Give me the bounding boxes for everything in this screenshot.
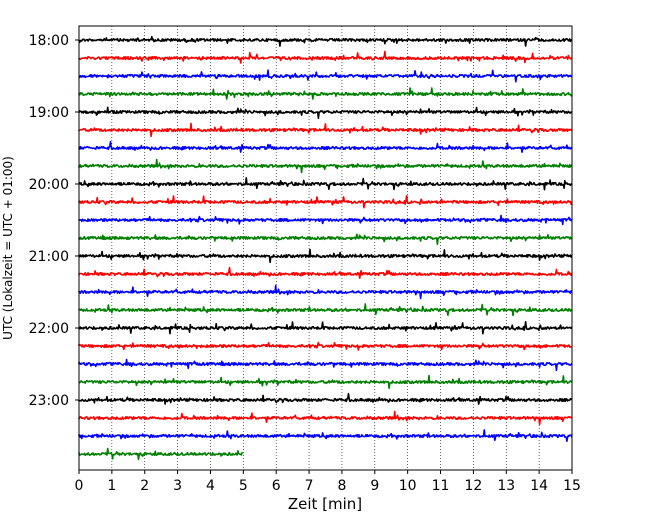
seismic-traces: [78, 35, 573, 461]
trace-line: [78, 177, 573, 191]
x-tick-label: 1: [107, 478, 116, 494]
trace-line: [78, 303, 573, 317]
trace-line: [78, 214, 573, 226]
trace-line: [78, 233, 573, 246]
trace-line: [78, 50, 573, 64]
trace-line: [78, 410, 573, 426]
x-tick-label: 6: [272, 478, 281, 494]
trace-line: [78, 248, 573, 264]
x-tick-label: 3: [173, 478, 182, 494]
trace-line: [78, 69, 572, 83]
vertical-grid: [111, 26, 540, 470]
y-tick-label: 21:00: [29, 249, 69, 265]
trace-line: [78, 429, 573, 442]
x-tick-label: 8: [337, 478, 346, 494]
trace-line: [78, 35, 573, 47]
x-tick-label: 13: [497, 478, 515, 494]
plot-frame: [78, 25, 573, 471]
trace-line: [78, 447, 244, 461]
x-tick-label: 11: [432, 478, 450, 494]
x-tick-label: 0: [75, 478, 84, 494]
trace-line: [78, 106, 573, 120]
y-tick-label: 20:00: [29, 177, 69, 193]
x-tick-label: 9: [370, 478, 379, 494]
y-axis-ticks: 18:00 19:00 20:00 21:00 22:00 23:00: [29, 33, 79, 409]
trace-line: [78, 122, 573, 138]
x-tick-label: 4: [206, 478, 215, 494]
trace-line: [78, 195, 573, 209]
x-axis-ticks: 0 1 2 3 4 5 6 7 8 9 10 11 12 13 14 15: [75, 470, 581, 494]
trace-line: [78, 358, 573, 372]
x-tick-label: 7: [305, 478, 314, 494]
trace-line: [78, 158, 573, 174]
y-tick-label: 18:00: [29, 33, 69, 49]
trace-line: [78, 341, 573, 351]
y-tick-label: 19:00: [29, 105, 69, 121]
trace-line: [78, 284, 573, 300]
x-tick-label: 15: [563, 478, 581, 494]
trace-line: [78, 321, 573, 335]
x-axis-label: Zeit [min]: [288, 495, 362, 513]
y-axis-label: UTC (Lokalzeit = UTC + 01:00): [1, 156, 15, 340]
x-tick-label: 2: [140, 478, 149, 494]
x-tick-label: 14: [530, 478, 548, 494]
y-tick-label: 23:00: [29, 393, 69, 409]
trace-line: [78, 392, 573, 405]
x-tick-label: 10: [399, 478, 417, 494]
trace-line: [78, 266, 573, 279]
y-tick-label: 22:00: [29, 321, 69, 337]
x-tick-label: 12: [464, 478, 482, 494]
trace-line: [78, 140, 573, 153]
x-tick-label: 5: [239, 478, 248, 494]
trace-line: [78, 374, 572, 390]
trace-line: [78, 87, 573, 100]
